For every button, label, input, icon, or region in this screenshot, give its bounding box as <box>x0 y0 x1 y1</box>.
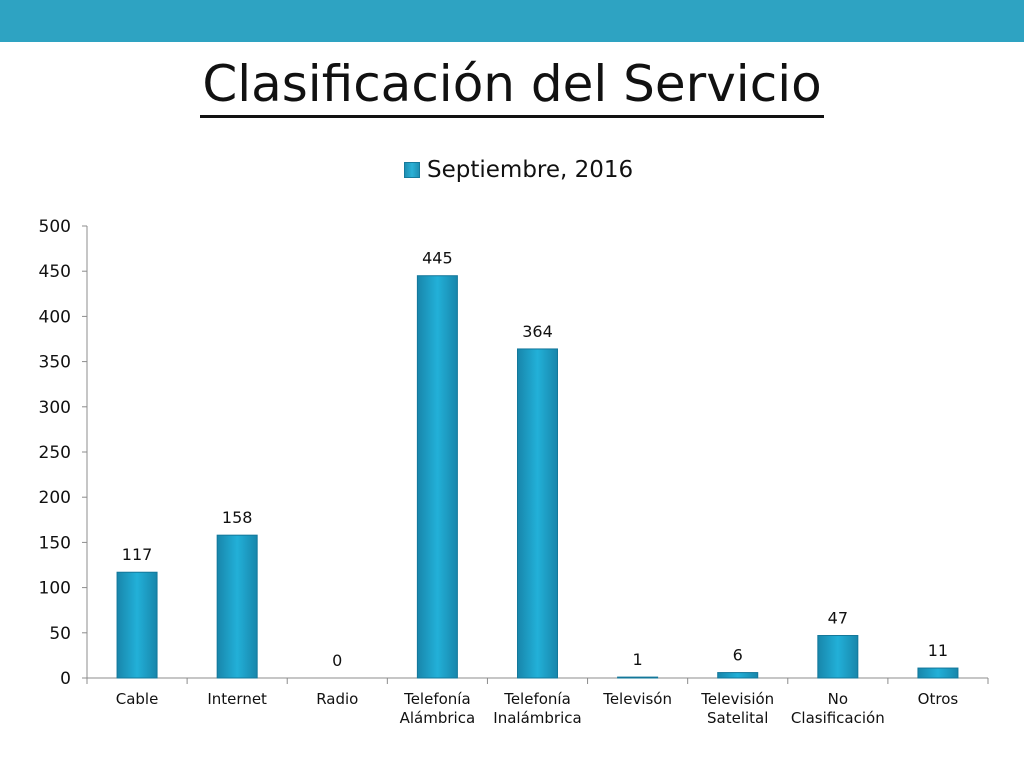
data-label: 1 <box>633 650 643 669</box>
data-label: 0 <box>332 651 342 670</box>
y-tick-label: 200 <box>39 488 71 508</box>
x-tick-label: Televisión <box>700 690 774 708</box>
bar <box>517 348 558 679</box>
chart-bars <box>116 275 959 679</box>
x-tick-label: Inalámbrica <box>493 709 581 727</box>
chart-labels: 117Cable158Internet0Radio445TelefoníaAlá… <box>116 249 959 727</box>
legend-swatch <box>404 162 420 178</box>
y-tick-label: 400 <box>39 307 71 327</box>
legend-label: Septiembre, 2016 <box>427 157 634 183</box>
bar <box>216 534 258 679</box>
data-label: 6 <box>733 646 743 665</box>
bar <box>416 275 458 679</box>
x-tick-label: Telefonía <box>403 690 471 708</box>
y-tick-label: 300 <box>39 398 71 418</box>
data-label: 117 <box>122 545 153 564</box>
x-tick-label: Alámbrica <box>400 709 476 727</box>
x-tick-label: Internet <box>207 690 267 708</box>
x-tick-label: No <box>828 690 848 708</box>
bar <box>116 571 158 679</box>
bar <box>717 672 759 679</box>
data-label: 158 <box>222 508 253 527</box>
top-accent-band <box>0 0 1024 42</box>
y-tick-label: 500 <box>39 217 71 237</box>
y-tick-label: 150 <box>39 533 71 553</box>
bar <box>817 635 859 679</box>
x-tick-label: Cable <box>116 690 159 708</box>
x-tick-label: Satelital <box>707 709 768 727</box>
x-tick-label: Otros <box>918 690 959 708</box>
data-label: 11 <box>928 641 948 660</box>
y-tick-label: 350 <box>39 353 71 373</box>
bar <box>917 667 959 679</box>
y-tick-label: 0 <box>60 669 71 689</box>
data-label: 364 <box>522 322 553 341</box>
chart-legend: Septiembre, 2016 <box>404 156 633 184</box>
bar <box>617 676 659 679</box>
x-tick-label: Radio <box>316 690 358 708</box>
page-title: Clasificación del Servicio <box>0 52 1024 118</box>
page-title-text: Clasificación del Servicio <box>200 53 824 118</box>
x-tick-label: Telefonía <box>503 690 571 708</box>
y-tick-label: 100 <box>39 579 71 599</box>
data-label: 47 <box>828 609 848 628</box>
x-tick-label: Televisón <box>602 690 672 708</box>
data-label: 445 <box>422 249 453 268</box>
y-tick-label: 250 <box>39 443 71 463</box>
y-tick-label: 50 <box>49 624 71 644</box>
y-tick-label: 450 <box>39 262 71 282</box>
x-tick-label: Clasificación <box>791 709 885 727</box>
